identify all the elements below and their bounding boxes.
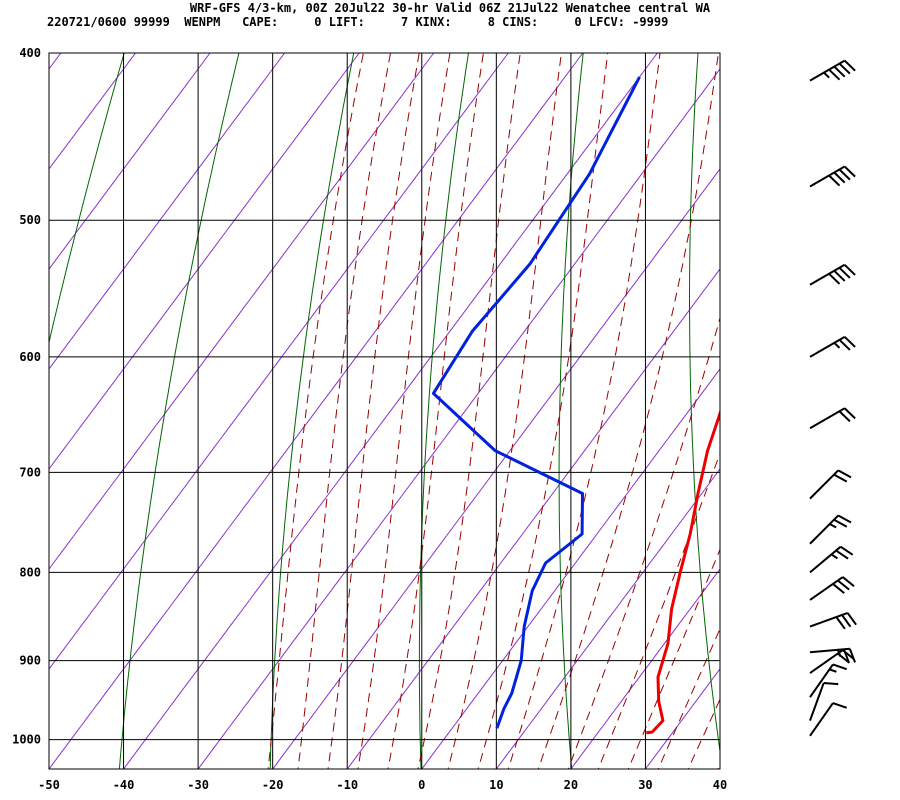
wind-barb	[809, 545, 854, 574]
wind-barb	[809, 263, 856, 286]
wind-barb	[809, 682, 839, 721]
isotherm-line	[49, 53, 509, 670]
x-tick-label: 10	[489, 778, 503, 792]
grid	[48, 52, 721, 769]
isotherm-line	[645, 668, 720, 769]
moist-adiabat-line	[417, 53, 521, 769]
x-tick-label: -10	[336, 778, 358, 792]
isotherm-line	[570, 568, 720, 769]
wind-barb	[809, 407, 856, 430]
isotherm-line	[272, 168, 720, 769]
temperature-profile-line	[646, 408, 720, 735]
wind-barb	[809, 469, 852, 500]
x-tick-label: 20	[564, 778, 578, 792]
dry-adiabat-line	[418, 53, 469, 769]
wind-barb	[809, 335, 856, 358]
isotherm-line	[49, 53, 286, 370]
x-tick-label: 40	[713, 778, 727, 792]
moist-adiabat-line	[507, 53, 661, 769]
isotherm-line	[719, 768, 720, 769]
isotherm-line	[49, 53, 435, 570]
wind-barb	[809, 59, 856, 82]
moist-adiabat-line	[567, 316, 720, 769]
moist-adiabat-line	[537, 53, 719, 769]
moist-adiabat-line	[357, 53, 451, 769]
isotherm-line	[123, 53, 658, 769]
x-tick-label: -20	[262, 778, 284, 792]
isotherm-line	[49, 53, 584, 769]
y-tick-label: 400	[19, 46, 41, 60]
dry-adiabat-line	[812, 53, 874, 769]
wind-barb	[809, 663, 848, 698]
wind-barb	[809, 649, 855, 674]
moist-adiabat-line	[267, 53, 364, 769]
moist-adiabat-line	[447, 53, 562, 769]
chart-title: WRF-GFS 4/3-km, 00Z 20Jul22 30-hr Valid …	[189, 1, 711, 15]
isotherm-line	[495, 468, 720, 769]
x-tick-label: 30	[638, 778, 652, 792]
stability-indices: 220721/0600 99999 WENPM CAPE: 0 LIFT: 7 …	[47, 15, 669, 29]
y-tick-label: 700	[19, 465, 41, 479]
plot-frame	[48, 52, 721, 770]
moist-adiabat-line	[327, 53, 420, 769]
moist-adiabat-line	[745, 53, 900, 776]
isotherm-line	[346, 268, 720, 769]
isotherm-line	[421, 368, 720, 769]
isotherm-line	[49, 53, 360, 470]
dry-adiabat-line	[269, 53, 355, 769]
wind-barb	[809, 576, 855, 601]
dry-adiabat-line	[689, 53, 720, 755]
y-tick-label: 1000	[12, 733, 41, 747]
wind-barb	[809, 611, 857, 630]
moist-adiabat-line	[687, 698, 720, 769]
moist-adiabat-line	[477, 53, 609, 769]
background-lines	[0, 53, 900, 776]
wind-barb	[809, 514, 852, 545]
dry-adiabat-line	[0, 53, 9, 769]
wind-barb	[809, 702, 848, 737]
x-tick-label: 0	[418, 778, 425, 792]
isotherm-line	[197, 68, 720, 769]
dry-adiabat-line	[49, 53, 125, 345]
profiles	[431, 76, 720, 735]
wind-barbs	[809, 59, 857, 737]
moist-adiabat-line	[387, 53, 484, 769]
dewpoint-profile-line	[431, 76, 641, 729]
x-tick-label: -30	[187, 778, 209, 792]
y-tick-label: 500	[19, 213, 41, 227]
x-tick-label: -40	[113, 778, 135, 792]
y-tick-label: 800	[19, 565, 41, 579]
plot-border	[48, 52, 721, 770]
tick-labels: -50 -40 -30 -20 -10 0 10 20 30 40 400 500 600 700 800 9…	[12, 46, 727, 792]
moist-adiabat-line	[717, 763, 720, 769]
dry-adiabat-line	[118, 53, 240, 769]
wind-barb	[809, 165, 856, 188]
y-tick-label: 900	[19, 654, 41, 668]
moist-adiabat-line	[297, 53, 391, 769]
x-tick-label: -50	[38, 778, 60, 792]
y-tick-label: 600	[19, 350, 41, 364]
moist-adiabat-line	[627, 548, 720, 769]
isotherm-line	[49, 53, 211, 270]
